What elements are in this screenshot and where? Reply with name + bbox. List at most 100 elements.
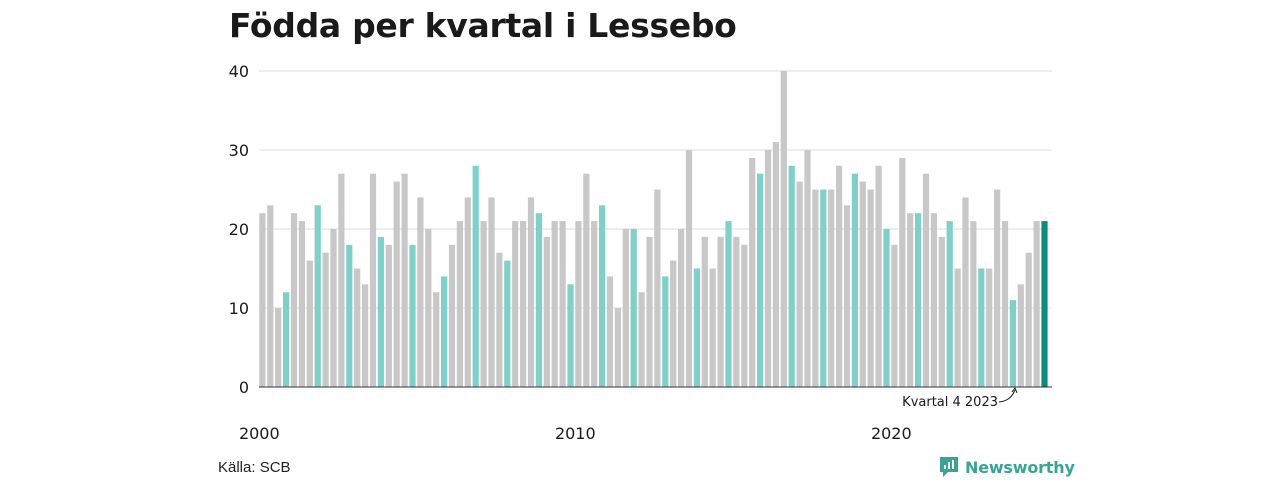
bar: 2010 K1: 21 bbox=[575, 221, 582, 387]
bar: 2019 K4: 20 bbox=[883, 229, 890, 387]
x-axis-ticks: 2000 2010 2020 bbox=[239, 424, 912, 443]
bar: 2021 K2: 22 bbox=[930, 213, 937, 387]
bar: 2013 K4: 15 bbox=[693, 268, 700, 387]
x-tick-label: 2020 bbox=[871, 424, 912, 443]
bar: 2009 K4: 13 bbox=[567, 284, 574, 387]
bar: 2013 K2: 20 bbox=[678, 229, 685, 387]
bar: 2022 K3: 21 bbox=[970, 221, 977, 387]
bar: 2007 K4: 16 bbox=[504, 260, 511, 387]
bar: 2019 K2: 25 bbox=[867, 189, 874, 387]
bar: 2009 K1: 19 bbox=[543, 236, 550, 387]
bar: 2009 K3: 21 bbox=[559, 221, 566, 387]
bar: 2018 K3: 23 bbox=[843, 205, 851, 387]
bar: 2017 K1: 26 bbox=[796, 181, 803, 387]
bar: 2005 K4: 14 bbox=[441, 276, 448, 387]
bar: 2010 K2: 27 bbox=[583, 173, 590, 387]
bar: 2000 K2: 23 bbox=[267, 205, 274, 387]
bar: 2015 K4: 27 bbox=[757, 173, 764, 387]
bar: 2007 K3: 17 bbox=[496, 252, 503, 387]
bar: 2001 K2: 21 bbox=[298, 221, 305, 387]
bar: 2023 K2: 25 bbox=[994, 189, 1001, 387]
bar: 2006 K3: 24 bbox=[464, 197, 471, 387]
bar: 2020 K1: 18 bbox=[891, 244, 898, 387]
annotation-arrowhead bbox=[1011, 386, 1018, 394]
bar: undefined: 21 bbox=[1041, 221, 1048, 387]
bar: undefined: 21 bbox=[1033, 221, 1040, 387]
bar: 2014 K3: 19 bbox=[717, 236, 724, 387]
bar: 2008 K1: 21 bbox=[512, 221, 519, 387]
bar: 2014 K4: 21 bbox=[725, 221, 732, 387]
bar: 2001 K1: 22 bbox=[290, 213, 298, 387]
bar: 2003 K4: 19 bbox=[377, 236, 384, 387]
brand-name: Newsworthy bbox=[965, 457, 1075, 477]
bar: 2020 K2: 29 bbox=[899, 157, 906, 387]
bar: 2016 K4: 28 bbox=[788, 165, 795, 387]
y-tick-label: 0 bbox=[239, 378, 249, 397]
brand-logo[interactable]: Newsworthy bbox=[939, 456, 1075, 478]
bar: 2015 K2: 18 bbox=[741, 244, 748, 387]
newsworthy-logo-icon bbox=[940, 457, 958, 477]
bar: 2012 K1: 12 bbox=[638, 292, 645, 387]
bar: 2022 K2: 24 bbox=[962, 197, 969, 387]
bar: 2017 K4: 25 bbox=[820, 189, 827, 387]
bar: 2008 K3: 24 bbox=[527, 197, 535, 387]
bar: 2008 K4: 22 bbox=[535, 213, 542, 387]
bar: 2015 K1: 19 bbox=[733, 236, 740, 387]
bar: 2004 K4: 18 bbox=[409, 244, 416, 387]
annotation-label: Kvartal 4 2023 bbox=[902, 395, 998, 410]
bar: 2003 K1: 15 bbox=[354, 268, 361, 387]
bar: 2022 K4: 15 bbox=[978, 268, 985, 387]
y-tick-label: 30 bbox=[229, 141, 249, 160]
bar: 2012 K2: 19 bbox=[646, 236, 653, 387]
bar: 2018 K4: 27 bbox=[851, 173, 858, 387]
bar: 2007 K1: 21 bbox=[480, 221, 487, 387]
bar: 2017 K2: 30 bbox=[804, 150, 811, 387]
y-tick-label: 10 bbox=[229, 299, 249, 318]
bar-chart: 0 10 20 30 40 2000 K1: 222000 K2: 232000 K3:… bbox=[229, 62, 1052, 443]
bar: 2020 K4: 22 bbox=[915, 213, 922, 387]
bar: undefined: 17 bbox=[1025, 252, 1032, 387]
bar: 2002 K3: 27 bbox=[338, 173, 345, 387]
bar: 2023 K3: 21 bbox=[1001, 221, 1009, 387]
bar: 2011 K1: 14 bbox=[606, 276, 614, 387]
bar: 2004 K1: 18 bbox=[385, 244, 392, 387]
bar: 2014 K1: 19 bbox=[701, 236, 708, 387]
bar: 2017 K3: 25 bbox=[812, 189, 819, 387]
bar: 2009 K2: 21 bbox=[551, 221, 558, 387]
x-tick-label: 2010 bbox=[555, 424, 596, 443]
source-note: Källa: SCB bbox=[218, 459, 291, 476]
bar: 2002 K1: 17 bbox=[322, 252, 329, 387]
y-tick-label: 40 bbox=[229, 62, 249, 81]
bar: 2008 K2: 21 bbox=[520, 221, 527, 387]
bar: 2010 K4: 23 bbox=[599, 205, 606, 387]
bars: 2000 K1: 222000 K2: 232000 K3: 102000 K4… bbox=[259, 71, 1048, 387]
bar: 2023 K4: 11 bbox=[1009, 300, 1016, 387]
bar: 2019 K1: 26 bbox=[859, 181, 866, 387]
bar: 2021 K4: 21 bbox=[946, 221, 953, 387]
bar: 2005 K3: 12 bbox=[433, 292, 440, 387]
bar: 2012 K3: 25 bbox=[654, 189, 661, 387]
bar: 2018 K1: 25 bbox=[828, 189, 835, 387]
bar: 2006 K1: 18 bbox=[448, 244, 456, 387]
bar: 2016 K3: 40 bbox=[780, 71, 787, 387]
bar: 2014 K2: 15 bbox=[709, 268, 716, 387]
bar: 2016 K2: 31 bbox=[772, 142, 779, 387]
bar: 2010 K3: 21 bbox=[591, 221, 598, 387]
bar: 2003 K2: 13 bbox=[362, 284, 369, 387]
bar: 2000 K3: 10 bbox=[275, 308, 282, 387]
bar: 2021 K1: 27 bbox=[922, 173, 930, 387]
bar: 2016 K1: 30 bbox=[764, 150, 772, 387]
bar: 2005 K1: 24 bbox=[417, 197, 424, 387]
y-tick-label: 20 bbox=[229, 220, 249, 239]
bar: 2013 K1: 16 bbox=[670, 260, 677, 387]
bar: 2011 K2: 10 bbox=[614, 308, 621, 387]
bar: 2006 K4: 28 bbox=[472, 165, 479, 387]
bar: 2011 K4: 20 bbox=[630, 229, 637, 387]
y-axis-ticks: 0 10 20 30 40 bbox=[229, 62, 249, 397]
bar: 2007 K2: 24 bbox=[488, 197, 495, 387]
bar: 2019 K3: 28 bbox=[875, 165, 882, 387]
bar: 2001 K4: 23 bbox=[314, 205, 321, 387]
bar: 2001 K3: 16 bbox=[306, 260, 313, 387]
bar: 2006 K2: 21 bbox=[456, 221, 463, 387]
latest-annotation: Kvartal 4 2023 bbox=[902, 386, 1018, 410]
